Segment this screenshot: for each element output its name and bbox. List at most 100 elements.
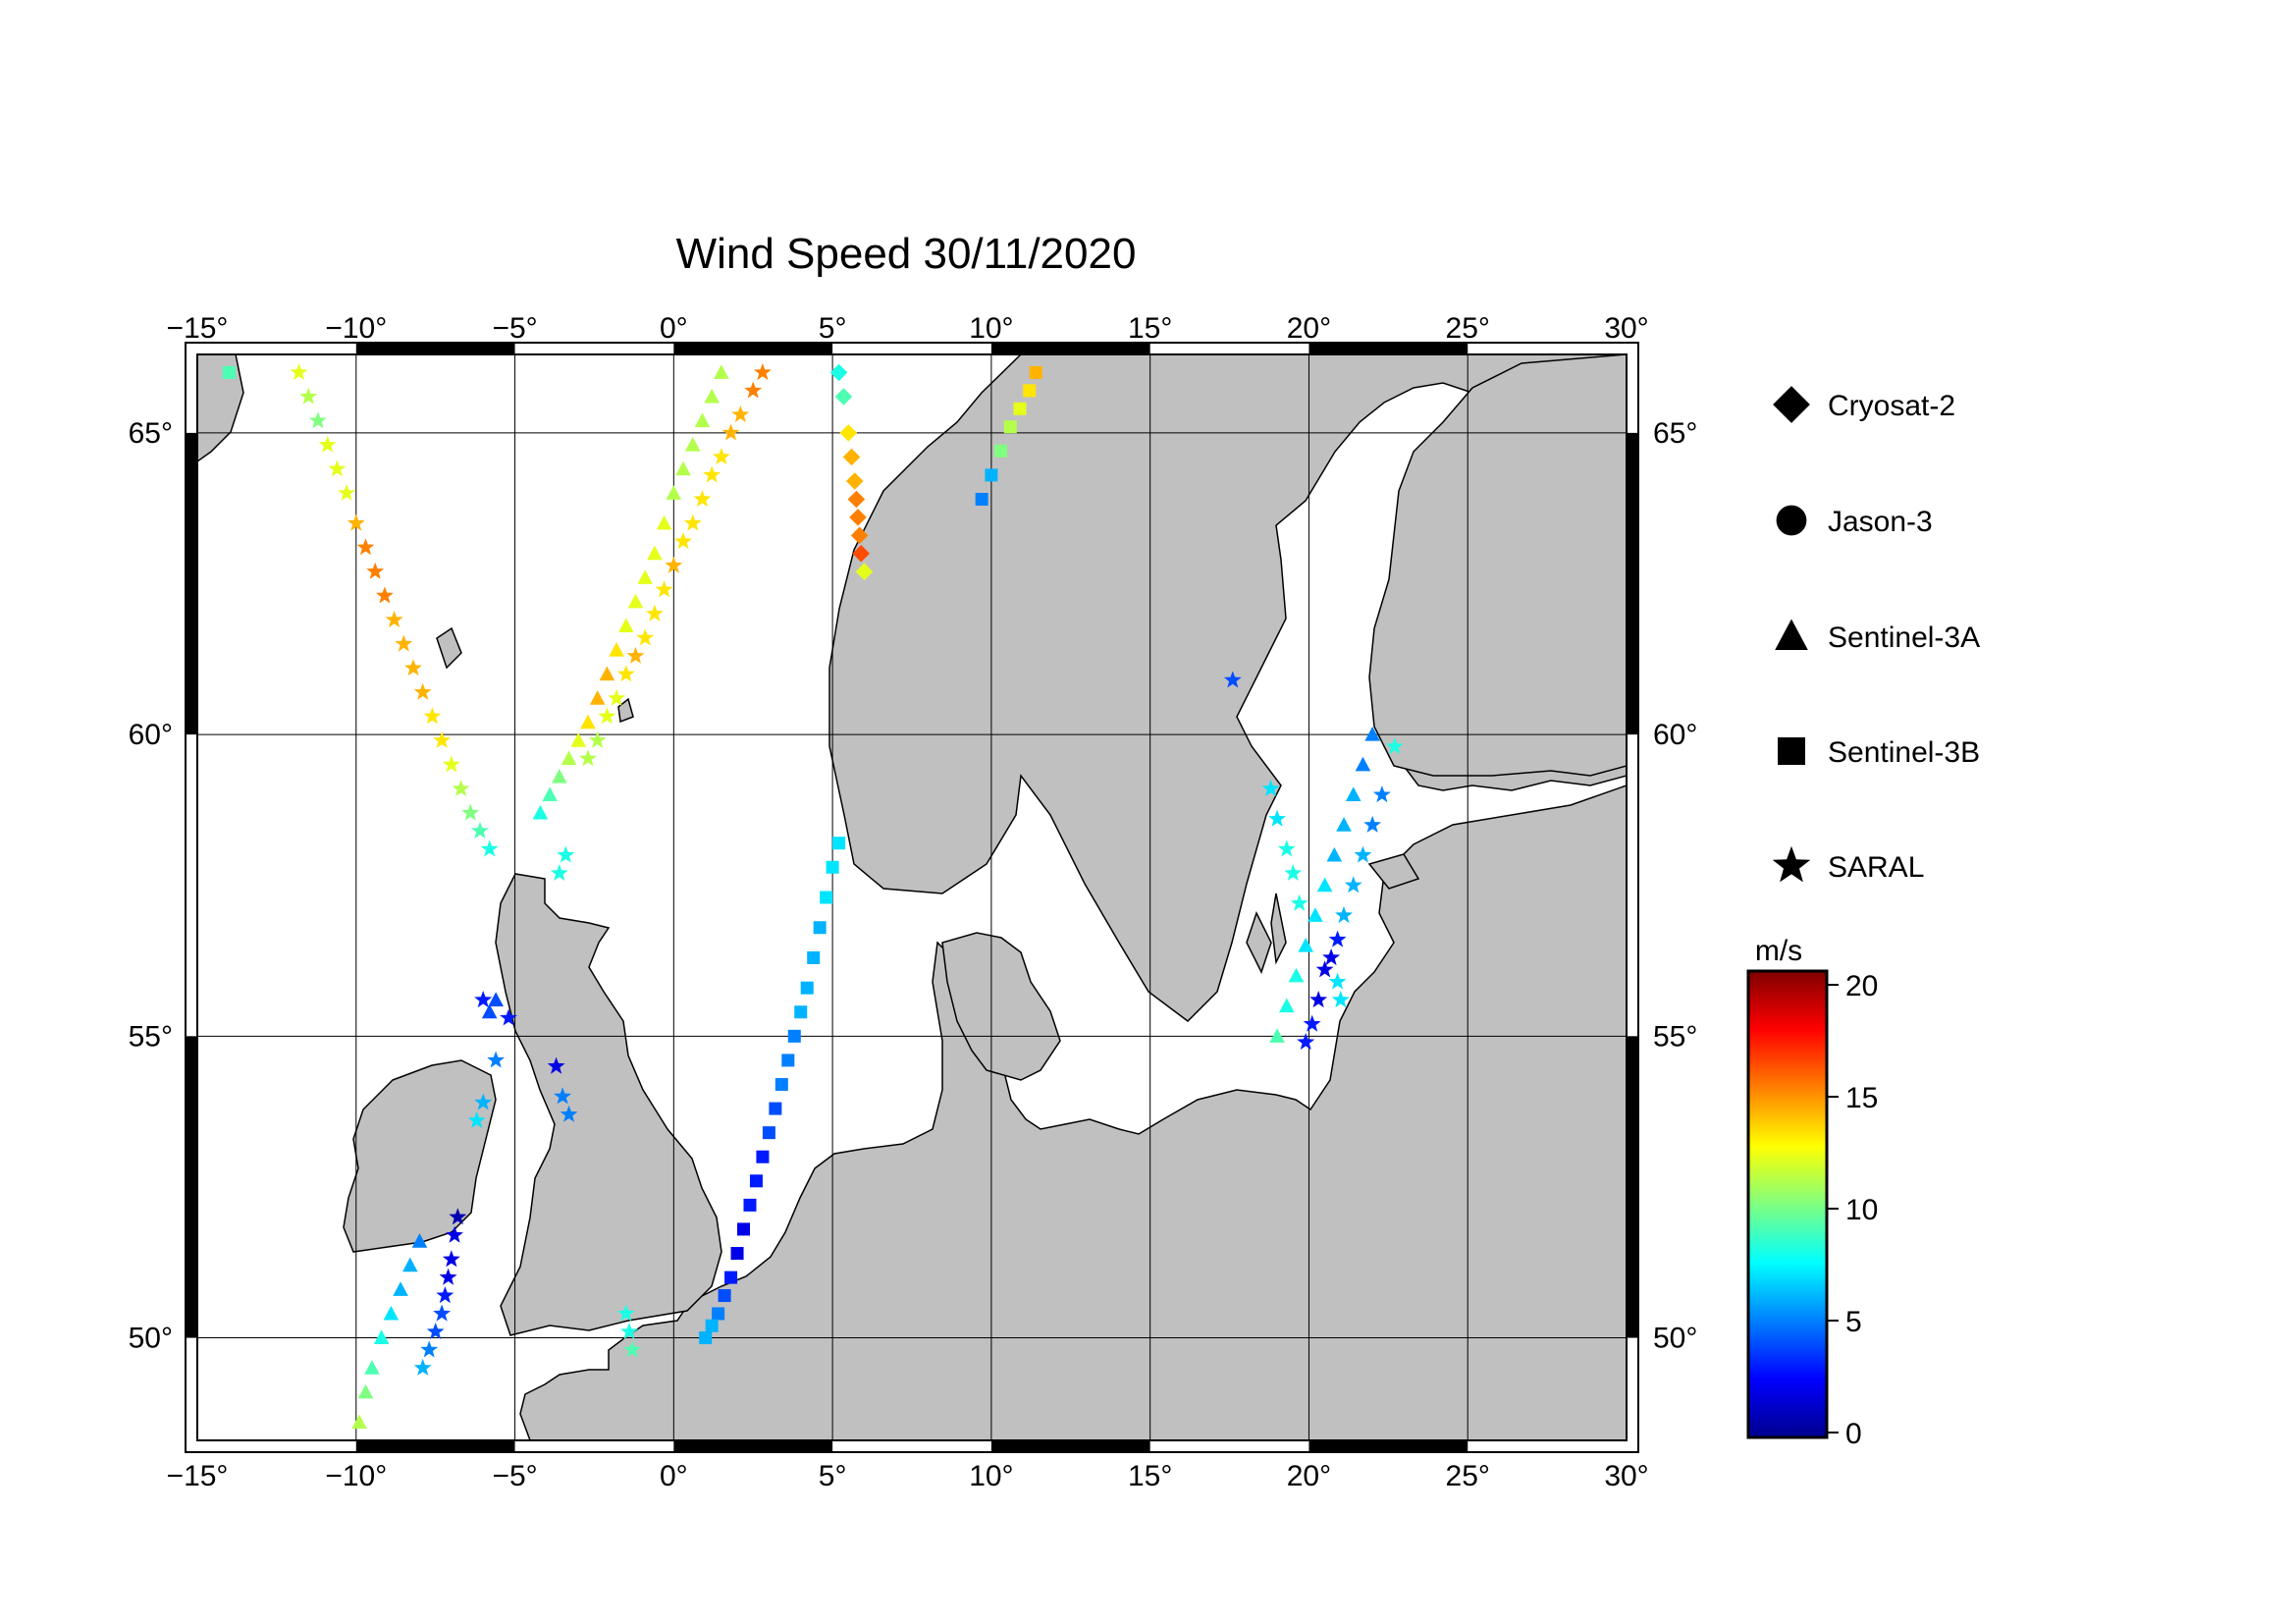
legend-label: Sentinel-3B [1828, 736, 1980, 769]
land-finland [1368, 354, 1627, 777]
triangle-marker [383, 1305, 400, 1321]
star-marker [554, 1087, 572, 1105]
triangle-marker [542, 786, 558, 802]
lat-tick-label-right: 65° [1653, 417, 1697, 450]
star-marker [665, 556, 683, 573]
star-marker [328, 460, 347, 477]
square-marker [800, 981, 814, 995]
star-marker [550, 864, 568, 881]
star-marker [433, 1304, 452, 1322]
star-marker [413, 682, 432, 700]
triangle-marker [570, 732, 587, 747]
triangle-marker [1288, 967, 1305, 983]
square-marker [975, 492, 988, 506]
star-marker [442, 1250, 460, 1268]
star-marker [439, 1268, 457, 1285]
lon-tick-label-top: 0° [660, 312, 688, 345]
star-marker [1284, 864, 1303, 881]
lat-tick-label-right: 50° [1653, 1323, 1697, 1355]
colorbar-gradient [1746, 969, 1829, 1439]
lat-tick-label-left: 65° [129, 417, 173, 450]
square-marker [1003, 420, 1017, 434]
diamond-marker [852, 544, 871, 563]
triangle-marker [488, 992, 504, 1006]
lon-tick-label-top: −15° [167, 312, 229, 345]
star-marker [1309, 991, 1328, 1008]
star-marker [309, 411, 327, 429]
star-marker [366, 562, 385, 579]
lat-tick-label-right: 60° [1653, 719, 1697, 751]
star-marker [1385, 737, 1404, 754]
triangle-marker [714, 364, 729, 379]
star-marker [693, 490, 712, 508]
land-ireland [343, 1059, 497, 1253]
triangle-marker [1355, 756, 1371, 772]
square-marker [985, 468, 998, 482]
square-marker [222, 365, 236, 379]
diamond-marker [847, 490, 866, 509]
star-marker [356, 538, 375, 556]
triangle-marker [618, 618, 634, 632]
star-marker [442, 755, 460, 773]
star-marker [467, 1110, 486, 1128]
colorbar: m/s 0 5 10 15 20 [1746, 935, 1878, 1450]
triangle-marker [637, 569, 654, 584]
square-marker [781, 1054, 795, 1067]
star-marker [404, 659, 422, 676]
legend-label: Jason-3 [1828, 506, 1933, 538]
star-marker [1261, 780, 1280, 796]
triangle-marker [1326, 846, 1343, 862]
triangle-marker [393, 1281, 408, 1296]
lon-tick-label-bottom: 30° [1604, 1460, 1648, 1492]
square-marker [699, 1331, 713, 1345]
frame-bar-top [673, 343, 833, 354]
star-marker [318, 435, 337, 453]
star-marker [608, 688, 626, 706]
star-marker [423, 707, 442, 725]
star-marker [474, 1093, 493, 1110]
triangle-marker [1316, 877, 1333, 893]
star-marker [426, 1323, 445, 1339]
frame-bar-right [1627, 1036, 1638, 1338]
star-marker [433, 730, 452, 748]
triangle-marker [666, 485, 682, 500]
star-marker [420, 1340, 439, 1358]
square-marker [769, 1102, 782, 1115]
square-marker [712, 1307, 725, 1321]
star-marker [588, 730, 607, 748]
triangle-marker [364, 1360, 380, 1375]
diamond-marker [842, 448, 861, 466]
star-marker [620, 1323, 638, 1339]
square-marker [794, 1005, 808, 1019]
frame-bar-top [990, 343, 1150, 354]
triangle-marker [1336, 817, 1352, 832]
figure-title: Wind Speed 30/11/2020 [676, 230, 1137, 278]
star-marker [338, 483, 355, 501]
land-gotland [1246, 911, 1272, 974]
star-marker [1277, 839, 1296, 857]
triangle-marker [627, 593, 644, 609]
frame-bar-top [1308, 343, 1468, 354]
square-marker [787, 1029, 801, 1043]
diamond-marker [829, 363, 848, 382]
circle-legend-icon [1776, 505, 1807, 536]
land-great-britain [495, 873, 722, 1336]
lon-tick-label-top: 15° [1128, 312, 1172, 345]
diamond-marker [845, 472, 864, 490]
frame-bar-bottom [673, 1440, 833, 1452]
square-marker [724, 1271, 738, 1284]
triangle-marker [357, 1383, 374, 1399]
land-saaremaa [1367, 853, 1420, 890]
lat-tick-label-left: 50° [129, 1323, 173, 1355]
star-marker [1363, 815, 1382, 833]
map-panel: −15° −15° −10° −10° −5° −5° 0° 0° 5° 5° 10° 10° 15° 1… [129, 312, 1698, 1492]
square-marker [1029, 365, 1042, 379]
triangle-marker [373, 1329, 390, 1345]
star-marker [674, 532, 692, 550]
square-marker [774, 1077, 788, 1091]
star-marker [579, 749, 597, 767]
square-marker [813, 921, 827, 935]
star-marker [461, 803, 480, 821]
star-marker [1344, 876, 1362, 893]
